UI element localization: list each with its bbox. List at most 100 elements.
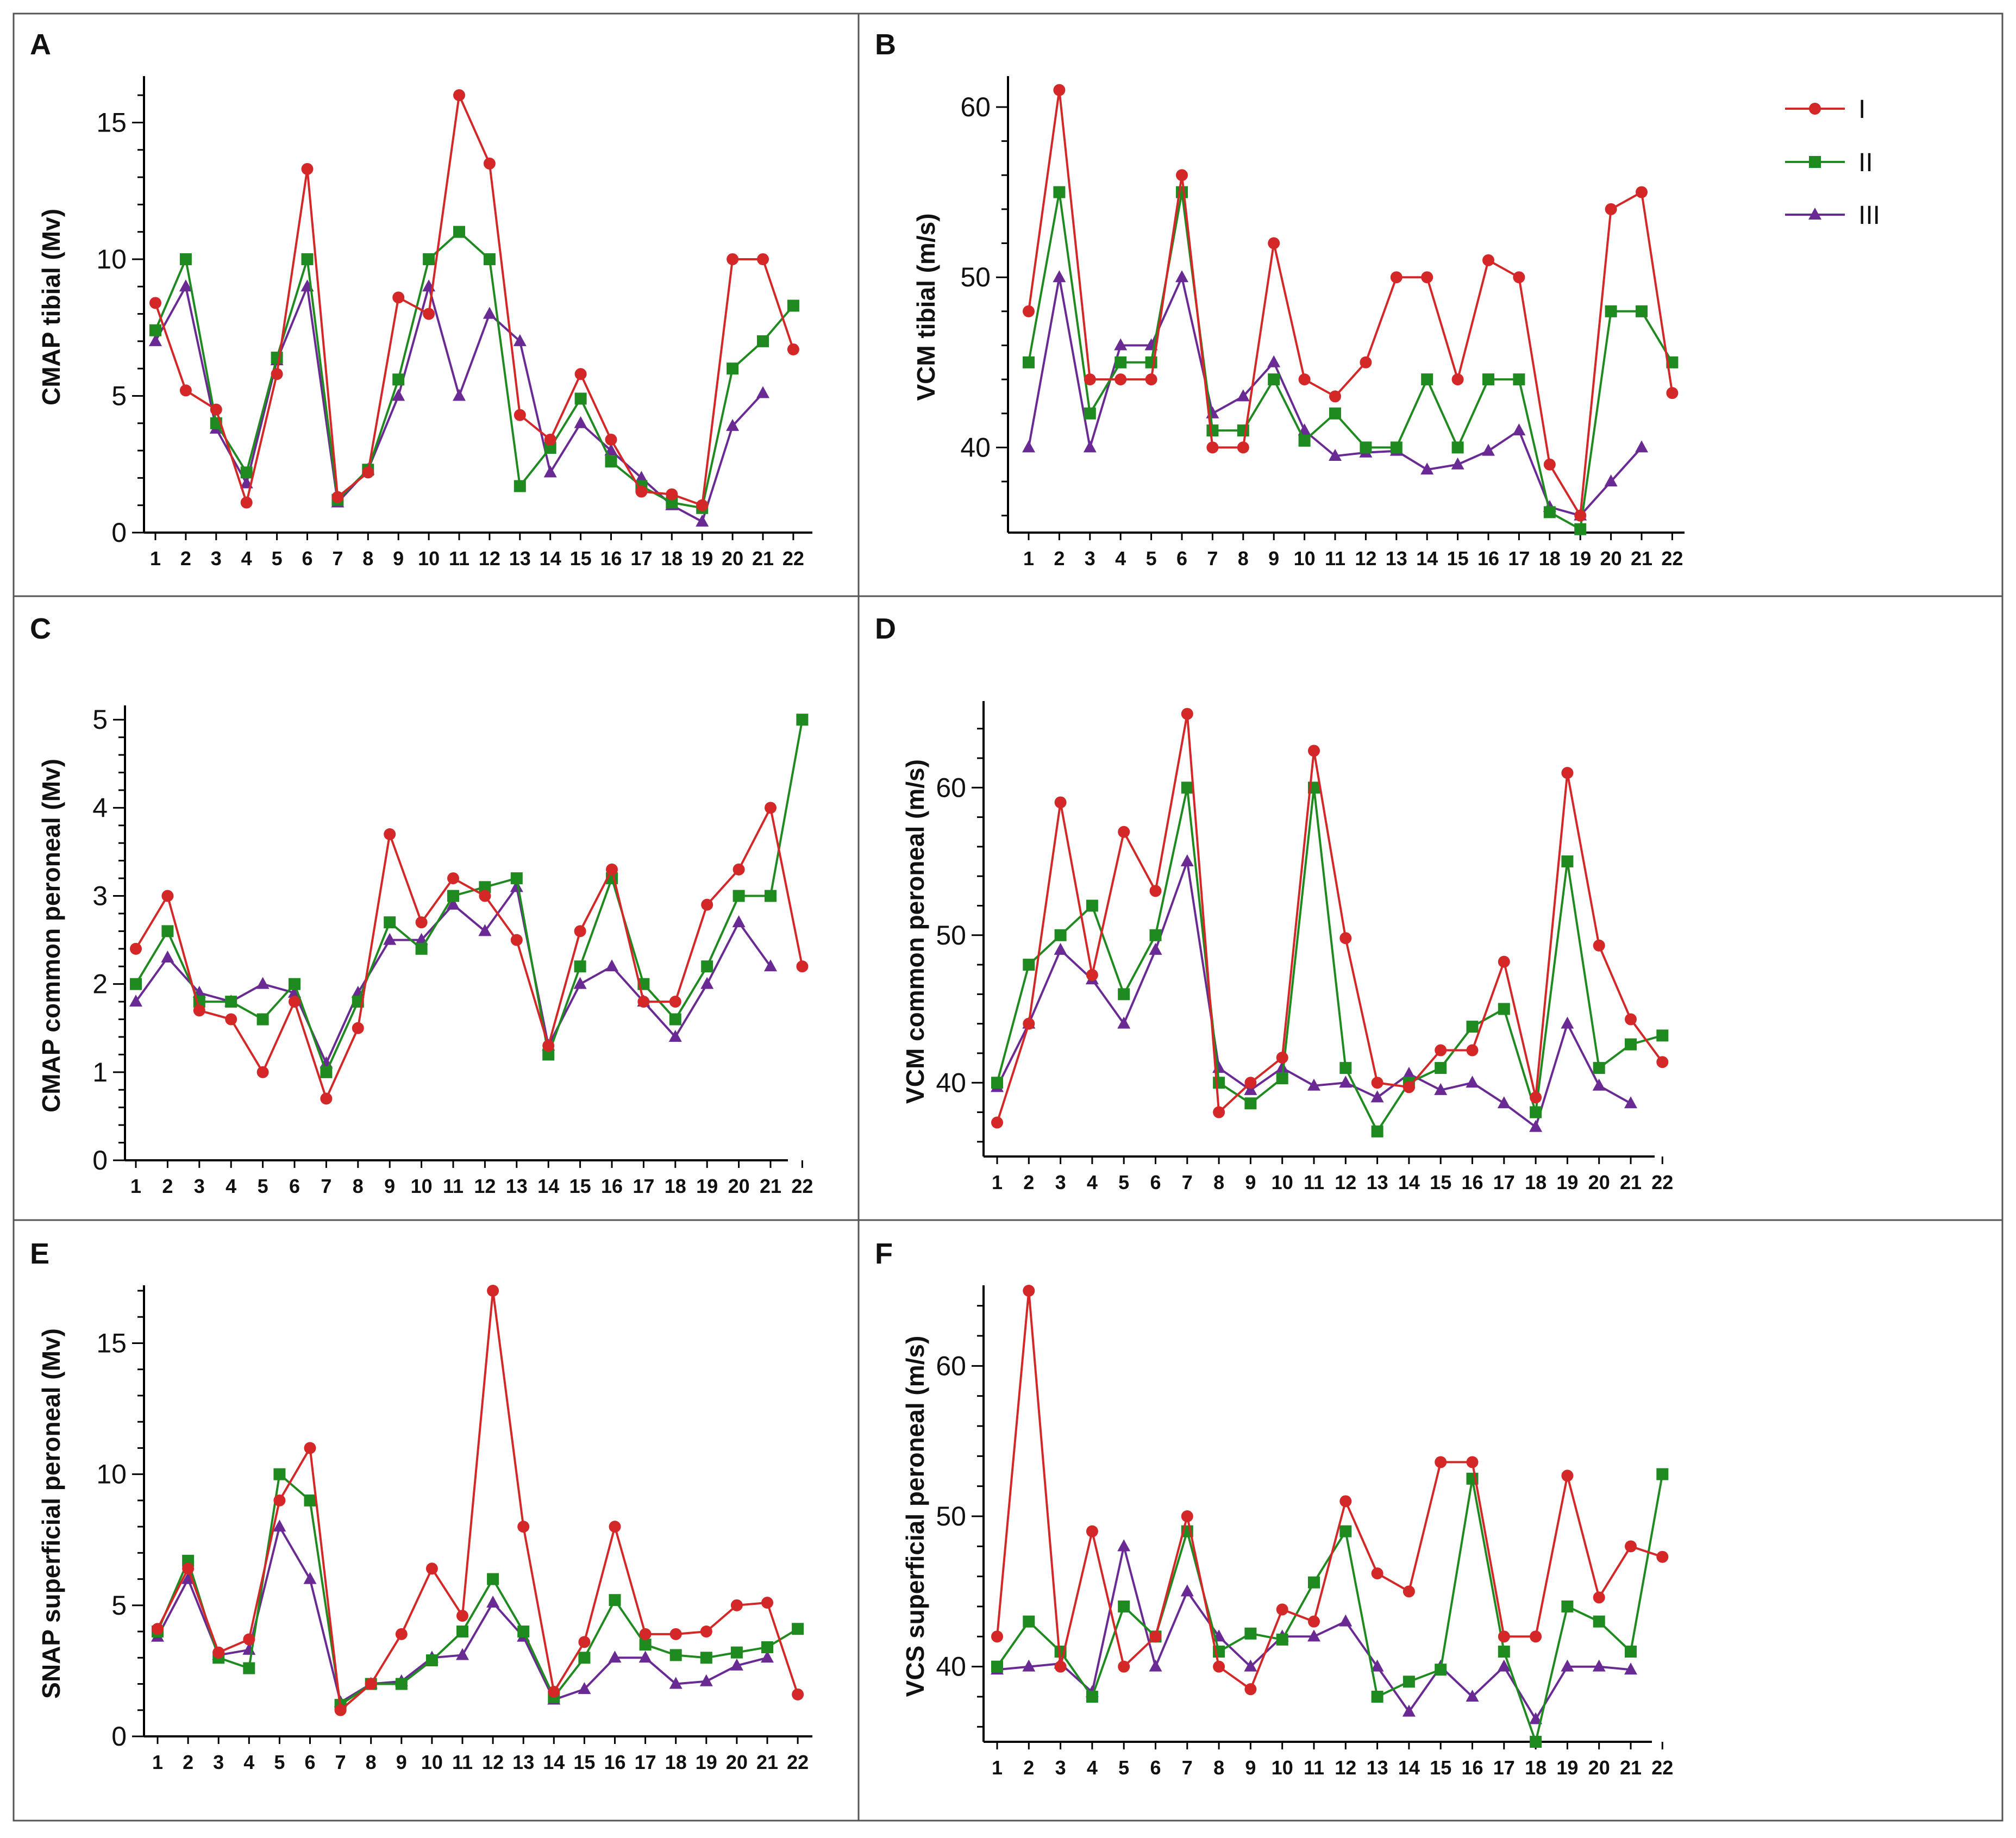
y-tick-label: 3	[92, 881, 108, 911]
x-tick-label: 8	[366, 1751, 377, 1773]
data-point	[453, 389, 466, 401]
data-point	[1329, 449, 1342, 461]
x-tick-label: 8	[1213, 1171, 1224, 1193]
y-tick-label: 0	[92, 1145, 108, 1176]
x-tick-label: 8	[362, 547, 373, 570]
data-point	[1466, 1690, 1479, 1702]
y-tick-label: 10	[96, 1459, 127, 1490]
data-point	[1276, 1603, 1288, 1616]
data-point	[669, 996, 681, 1008]
y-tick-label: 1	[92, 1057, 108, 1087]
data-point	[1420, 462, 1434, 475]
x-tick-label: 12	[479, 547, 500, 570]
data-point	[129, 995, 142, 1007]
y-tick-label: 0	[111, 1721, 127, 1752]
data-point	[256, 1066, 269, 1078]
data-point	[787, 343, 799, 355]
data-point	[1624, 1662, 1637, 1675]
data-point	[1115, 356, 1127, 368]
data-point	[1482, 373, 1494, 386]
data-point	[304, 1442, 316, 1454]
panel-letter: B	[875, 28, 896, 61]
panel-letter: E	[30, 1237, 49, 1270]
data-point	[1237, 441, 1249, 454]
data-point	[1181, 708, 1193, 720]
data-point	[483, 157, 496, 170]
data-point	[1180, 1584, 1194, 1597]
data-point	[1053, 84, 1066, 96]
data-point	[701, 898, 713, 911]
data-point	[700, 1626, 712, 1638]
data-point	[1086, 1525, 1098, 1537]
x-tick-label: 14	[1398, 1171, 1420, 1193]
x-tick-label: 22	[791, 1175, 813, 1197]
data-point	[1307, 1078, 1320, 1091]
series-i	[1023, 84, 1679, 522]
x-tick-label: 18	[665, 1751, 687, 1773]
x-tick-label: 20	[1588, 1171, 1610, 1193]
data-point	[1624, 1096, 1637, 1109]
series-iii	[991, 854, 1637, 1132]
x-tick-label: 9	[1245, 1171, 1256, 1193]
data-point	[1625, 1540, 1637, 1553]
y-tick-label: 50	[960, 262, 991, 292]
data-point	[578, 1682, 591, 1695]
data-point	[1118, 826, 1130, 838]
data-point	[542, 1040, 555, 1052]
x-tick-label: 12	[1335, 1756, 1356, 1779]
data-point	[991, 1660, 1003, 1673]
data-point	[383, 933, 397, 945]
data-point	[1175, 270, 1188, 283]
data-point	[605, 959, 618, 972]
data-point	[1023, 356, 1035, 368]
data-point	[273, 1494, 286, 1506]
data-point	[179, 253, 192, 265]
data-point	[483, 307, 496, 319]
x-tick-label: 2	[1054, 547, 1065, 570]
data-point	[1023, 305, 1035, 317]
data-point	[699, 1674, 713, 1686]
data-point	[1543, 458, 1556, 471]
data-point	[1149, 1630, 1162, 1643]
data-point	[1276, 1052, 1288, 1064]
data-point	[1604, 474, 1618, 487]
data-point	[1435, 1044, 1447, 1056]
data-point	[304, 1494, 316, 1506]
data-point	[730, 1646, 743, 1659]
data-point	[384, 828, 396, 841]
data-point	[395, 1678, 408, 1690]
data-point	[1236, 389, 1250, 402]
data-point	[1421, 373, 1433, 386]
x-tick-label: 22	[1661, 547, 1683, 570]
data-point	[289, 996, 300, 1008]
x-tick-label: 3	[1055, 1756, 1066, 1779]
data-point	[1451, 441, 1464, 454]
data-point	[513, 334, 527, 346]
data-point	[1498, 1630, 1510, 1643]
x-tick-label: 1	[152, 1751, 163, 1773]
data-point	[1625, 1013, 1637, 1026]
x-tick-label: 4	[1087, 1756, 1098, 1779]
x-tick-label: 21	[1631, 547, 1652, 570]
data-point	[1574, 523, 1587, 535]
x-tick-label: 6	[289, 1175, 300, 1197]
data-point	[240, 496, 253, 509]
x-tick-label: 4	[1115, 547, 1126, 570]
x-tick-label: 21	[1620, 1756, 1642, 1779]
data-point	[1498, 1646, 1510, 1658]
data-point	[1529, 1120, 1543, 1132]
y-axis-label: VCS superficial peroneal (m/s)	[901, 1336, 929, 1697]
data-point	[578, 1636, 591, 1648]
data-point	[320, 1066, 333, 1078]
x-tick-label: 4	[241, 547, 252, 570]
data-point	[1625, 1038, 1637, 1051]
data-point	[701, 960, 713, 973]
data-point	[478, 924, 492, 936]
data-point	[447, 872, 459, 885]
outer-border	[12, 12, 2004, 1822]
data-point	[608, 1651, 622, 1663]
data-point	[456, 1610, 468, 1622]
data-point	[1117, 1016, 1131, 1029]
